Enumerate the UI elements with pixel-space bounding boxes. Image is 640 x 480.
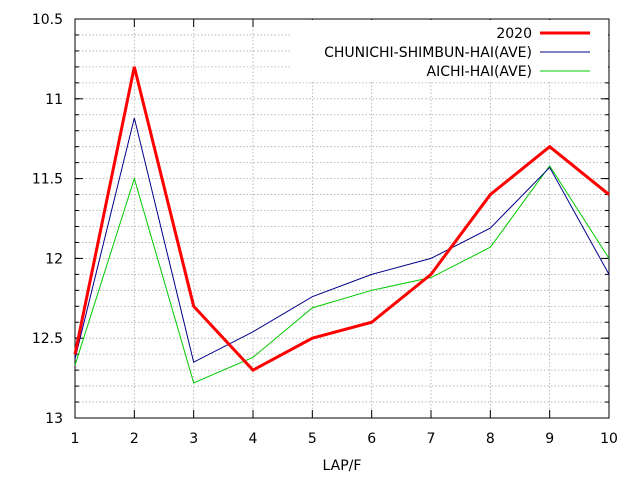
- y-tick-label: 13: [45, 411, 63, 427]
- grid: [75, 19, 609, 418]
- x-tick-label: 4: [249, 431, 258, 447]
- legend-background: [290, 20, 608, 82]
- y-tick-label: 10.5: [32, 12, 63, 28]
- y-tick-label: 12: [45, 251, 63, 267]
- y-tick-label: 12.5: [32, 331, 63, 347]
- legend-label: CHUNICHI-SHIMBUN-HAI(AVE): [324, 45, 532, 61]
- series-line-2: [74, 117, 610, 363]
- y-tick-label: 11.5: [32, 172, 63, 188]
- x-tick-label: 9: [545, 431, 554, 447]
- legend-label: AICHI-HAI(AVE): [427, 64, 532, 80]
- series-lines: [73, 66, 610, 384]
- x-tick-label: 1: [71, 431, 80, 447]
- legend-label: 2020: [496, 26, 532, 42]
- x-tick-label: 5: [308, 431, 317, 447]
- plot-border: [74, 18, 610, 419]
- x-tick-label: 3: [189, 431, 198, 447]
- x-tick-label: 7: [427, 431, 436, 447]
- y-axis-ticks: 10.5 11 11.5 12 12.5 13: [32, 12, 609, 427]
- x-tick-label: 10: [600, 431, 618, 447]
- series-line-3: [74, 164, 610, 384]
- x-tick-label: 8: [486, 431, 495, 447]
- series-line-1: [73, 66, 610, 372]
- legend: 2020 CHUNICHI-SHIMBUN-HAI(AVE) AICHI-HAI(A…: [290, 20, 608, 82]
- x-tick-label: 6: [367, 431, 376, 447]
- plot-frame: [74, 18, 610, 419]
- x-axis-label: LAP/F: [323, 458, 362, 474]
- x-tick-label: 2: [130, 431, 139, 447]
- y-tick-label: 11: [45, 92, 63, 108]
